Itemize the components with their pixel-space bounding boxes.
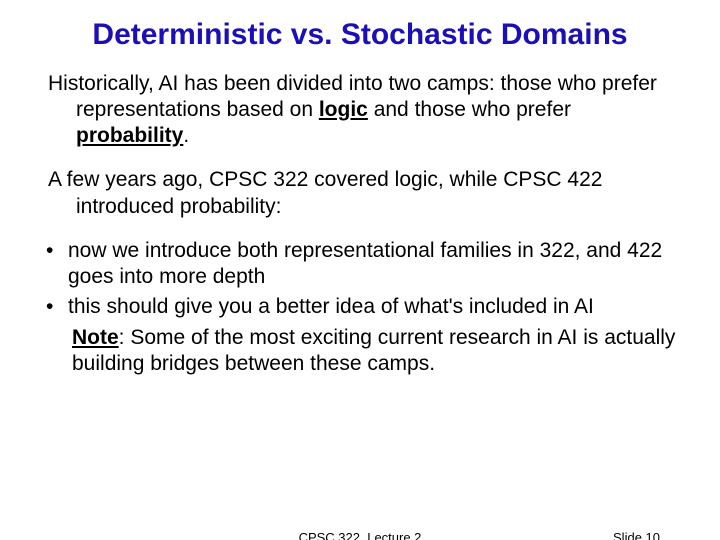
bullet-item-2: • this should give you a better idea of … — [34, 294, 686, 320]
intro-text-b: and those who prefer — [368, 98, 571, 121]
bullet-text-2: this should give you a better idea of wh… — [68, 294, 686, 320]
note-label: Note — [72, 326, 119, 349]
note-paragraph: Note: Some of the most exciting current … — [34, 325, 686, 378]
bullet-icon: • — [34, 294, 68, 320]
footer-slide-number: Slide 10 — [613, 530, 660, 540]
paragraph-history: A few years ago, CPSC 322 covered logic,… — [34, 167, 686, 220]
slide-container: Deterministic vs. Stochastic Domains His… — [0, 0, 720, 540]
bullet-icon: • — [34, 238, 68, 264]
bullet-text-1: now we introduce both representational f… — [68, 238, 686, 291]
intro-text-c: . — [183, 124, 189, 147]
footer-course: CPSC 322, Lecture 2 — [299, 530, 422, 540]
paragraph-intro: Historically, AI has been divided into t… — [34, 71, 686, 150]
bullet-item-1: • now we introduce both representational… — [34, 238, 686, 291]
slide-title: Deterministic vs. Stochastic Domains — [34, 18, 686, 53]
intro-probability-word: probability — [76, 124, 183, 147]
note-text: : Some of the most exciting current rese… — [72, 326, 675, 375]
intro-logic-word: logic — [319, 98, 368, 121]
